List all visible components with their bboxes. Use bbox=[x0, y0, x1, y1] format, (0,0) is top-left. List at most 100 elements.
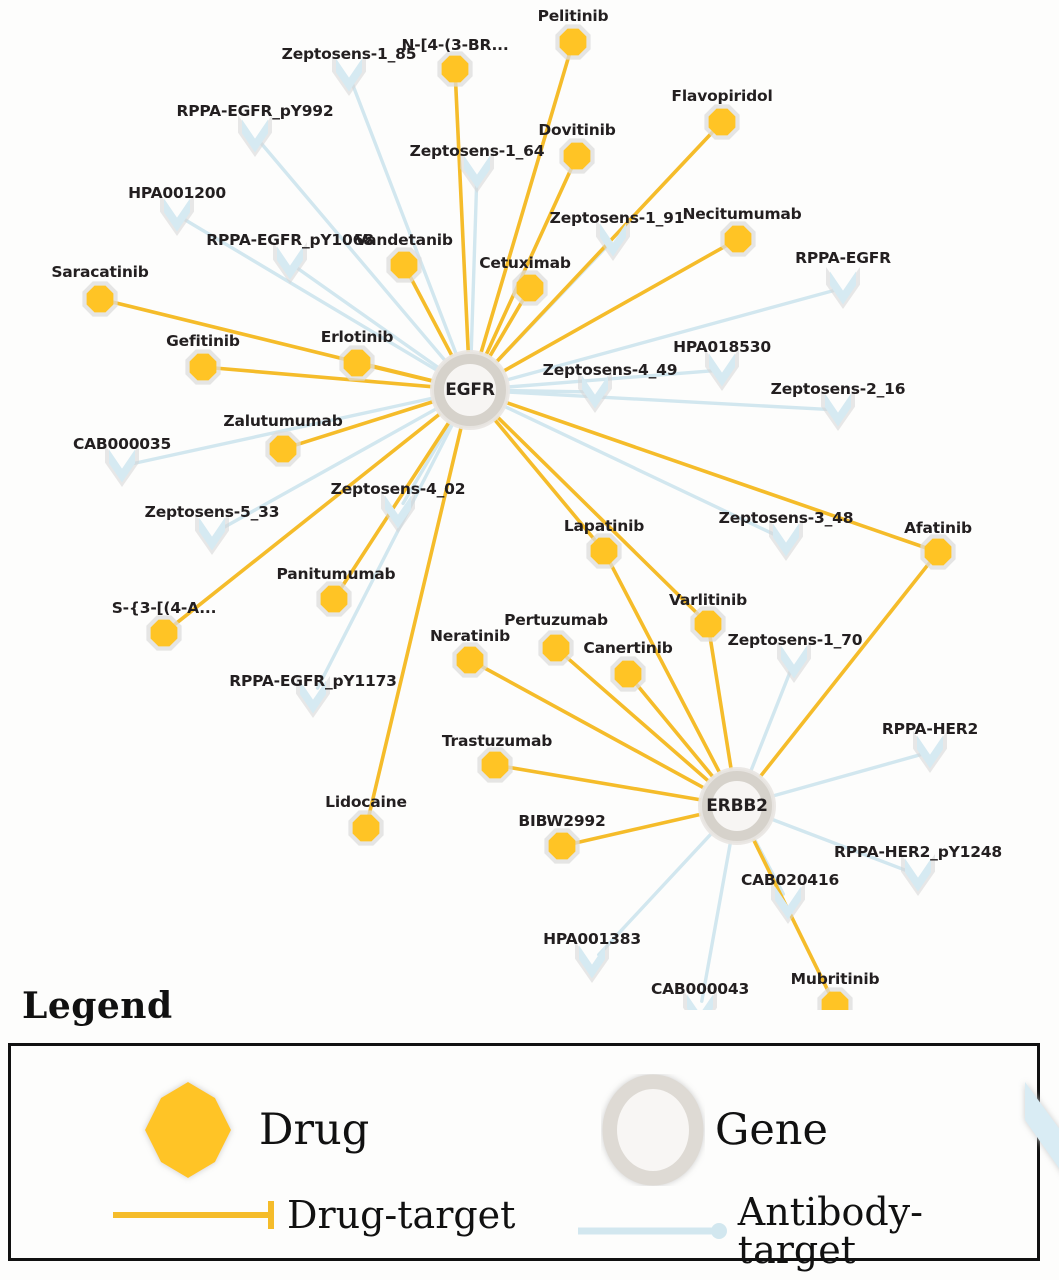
antibody-target-edge[interactable] bbox=[219, 404, 443, 531]
antibody-node[interactable] bbox=[199, 517, 225, 551]
antibody-node[interactable] bbox=[109, 449, 135, 483]
antibody-node[interactable] bbox=[775, 886, 801, 920]
antibody-target-edge[interactable] bbox=[597, 828, 717, 957]
antibody-target-edge[interactable] bbox=[401, 417, 455, 506]
drug-target-edge[interactable] bbox=[294, 398, 439, 447]
drug-target-edge[interactable] bbox=[634, 682, 718, 782]
antibody-target-edge[interactable] bbox=[296, 267, 444, 373]
antibody-node[interactable] bbox=[709, 353, 735, 387]
drug-node[interactable] bbox=[390, 251, 418, 279]
gene-node-halo bbox=[698, 767, 776, 845]
drug-node[interactable] bbox=[542, 634, 570, 662]
gene-node[interactable] bbox=[700, 769, 774, 843]
drug-node[interactable] bbox=[189, 353, 217, 381]
drug-target-edge[interactable] bbox=[501, 399, 927, 550]
drug-target-edge[interactable] bbox=[482, 167, 574, 360]
drug-target-edge[interactable] bbox=[492, 412, 700, 617]
antibody-node[interactable] bbox=[687, 994, 713, 1011]
edge-layer bbox=[112, 53, 932, 1003]
drug-node[interactable] bbox=[516, 274, 544, 302]
drug-target-edge[interactable] bbox=[608, 561, 724, 778]
antibody-node[interactable] bbox=[905, 858, 931, 892]
legend-item-gene: Gene bbox=[601, 1074, 828, 1186]
antibody-target-edge[interactable] bbox=[350, 82, 460, 360]
drug-target-edge[interactable] bbox=[173, 409, 445, 627]
drug-target-edge[interactable] bbox=[708, 636, 734, 774]
drug-node[interactable] bbox=[150, 619, 178, 647]
network-graph-canvas[interactable] bbox=[0, 0, 1059, 1010]
drug-target-edge[interactable] bbox=[477, 53, 572, 358]
legend-label-gene: Gene bbox=[715, 1104, 828, 1155]
antibody-target-edge[interactable] bbox=[747, 669, 793, 778]
drug-target-edge[interactable] bbox=[408, 275, 456, 361]
antibody-node[interactable] bbox=[277, 246, 303, 280]
drug-node[interactable] bbox=[590, 537, 618, 565]
antibody-node[interactable] bbox=[579, 945, 605, 979]
drug-target-edge-icon bbox=[113, 1201, 274, 1229]
antibody-target-edge[interactable] bbox=[502, 390, 830, 412]
drug-target-edge[interactable] bbox=[339, 417, 453, 590]
drug-node[interactable] bbox=[456, 646, 484, 674]
drug-target-edge[interactable] bbox=[491, 130, 715, 367]
drug-target-edge[interactable] bbox=[507, 765, 705, 803]
legend-edge-row: Drug-target Antibody-target bbox=[11, 1191, 1037, 1269]
drug-node[interactable] bbox=[481, 751, 509, 779]
drug-node[interactable] bbox=[559, 28, 587, 56]
drug-node[interactable] bbox=[86, 285, 114, 313]
drug-target-edge[interactable] bbox=[564, 655, 714, 786]
antibody-node[interactable] bbox=[164, 198, 190, 232]
antibody-node[interactable] bbox=[781, 645, 807, 679]
antibody-target-edge[interactable] bbox=[315, 418, 457, 690]
drug-node[interactable] bbox=[924, 538, 952, 566]
antibody-node[interactable] bbox=[825, 393, 851, 427]
drug-target-edge[interactable] bbox=[367, 422, 464, 816]
antibody-node[interactable] bbox=[464, 155, 490, 189]
antibody-target-edge[interactable] bbox=[502, 388, 587, 394]
antibody-node[interactable] bbox=[300, 680, 326, 714]
drug-node[interactable] bbox=[821, 991, 849, 1010]
drug-target-edge[interactable] bbox=[498, 243, 728, 375]
antibody-node[interactable] bbox=[385, 495, 411, 529]
antibody-target-edge[interactable] bbox=[183, 218, 443, 375]
drug-target-edge[interactable] bbox=[574, 811, 706, 845]
antibody-node[interactable] bbox=[600, 223, 626, 257]
drug-target-edge[interactable] bbox=[485, 298, 525, 362]
antibody-target-edge[interactable] bbox=[259, 141, 450, 366]
drug-node[interactable] bbox=[352, 814, 380, 842]
drug-node[interactable] bbox=[269, 435, 297, 463]
drug-target-edge[interactable] bbox=[756, 561, 932, 782]
antibody-node[interactable] bbox=[242, 119, 268, 153]
drug-node[interactable] bbox=[563, 142, 591, 170]
drug-target-edge[interactable] bbox=[453, 81, 471, 357]
drug-node[interactable] bbox=[548, 832, 576, 860]
drug-node[interactable] bbox=[708, 108, 736, 136]
node-layer bbox=[82, 24, 956, 1011]
antibody-target-edge[interactable] bbox=[501, 288, 836, 383]
antibody-target-edge[interactable] bbox=[766, 816, 911, 874]
antibody-target-edge[interactable] bbox=[700, 836, 733, 1003]
antibody-node[interactable] bbox=[830, 271, 856, 305]
antibody-node[interactable] bbox=[773, 523, 799, 557]
antibody-target-edge[interactable] bbox=[130, 395, 439, 466]
antibody-target-edge[interactable] bbox=[469, 180, 479, 358]
antibody-node[interactable] bbox=[336, 58, 362, 92]
antibody-target-edge[interactable] bbox=[767, 752, 923, 799]
antibody-node[interactable] bbox=[582, 375, 608, 409]
drug-node[interactable] bbox=[614, 660, 642, 688]
drug-target-edge[interactable] bbox=[480, 664, 709, 792]
antibody-icon bbox=[1025, 1082, 1059, 1169]
drug-node[interactable] bbox=[320, 585, 348, 613]
gene-node[interactable] bbox=[432, 352, 508, 428]
legend-node-row: Drug Gene Antibody bbox=[11, 1064, 1059, 1186]
drug-node[interactable] bbox=[343, 349, 371, 377]
drug-target-edge[interactable] bbox=[215, 366, 437, 389]
legend-item-drug: Drug bbox=[129, 1074, 369, 1186]
drug-node[interactable] bbox=[441, 55, 469, 83]
drug-target-edge[interactable] bbox=[369, 364, 438, 384]
drug-node[interactable] bbox=[694, 610, 722, 638]
antibody-target-edge[interactable] bbox=[499, 402, 779, 538]
antibody-node[interactable] bbox=[917, 735, 943, 769]
drug-target-edge[interactable] bbox=[490, 414, 598, 543]
legend-item-antibody: Antibody bbox=[1011, 1074, 1059, 1186]
drug-node[interactable] bbox=[724, 225, 752, 253]
